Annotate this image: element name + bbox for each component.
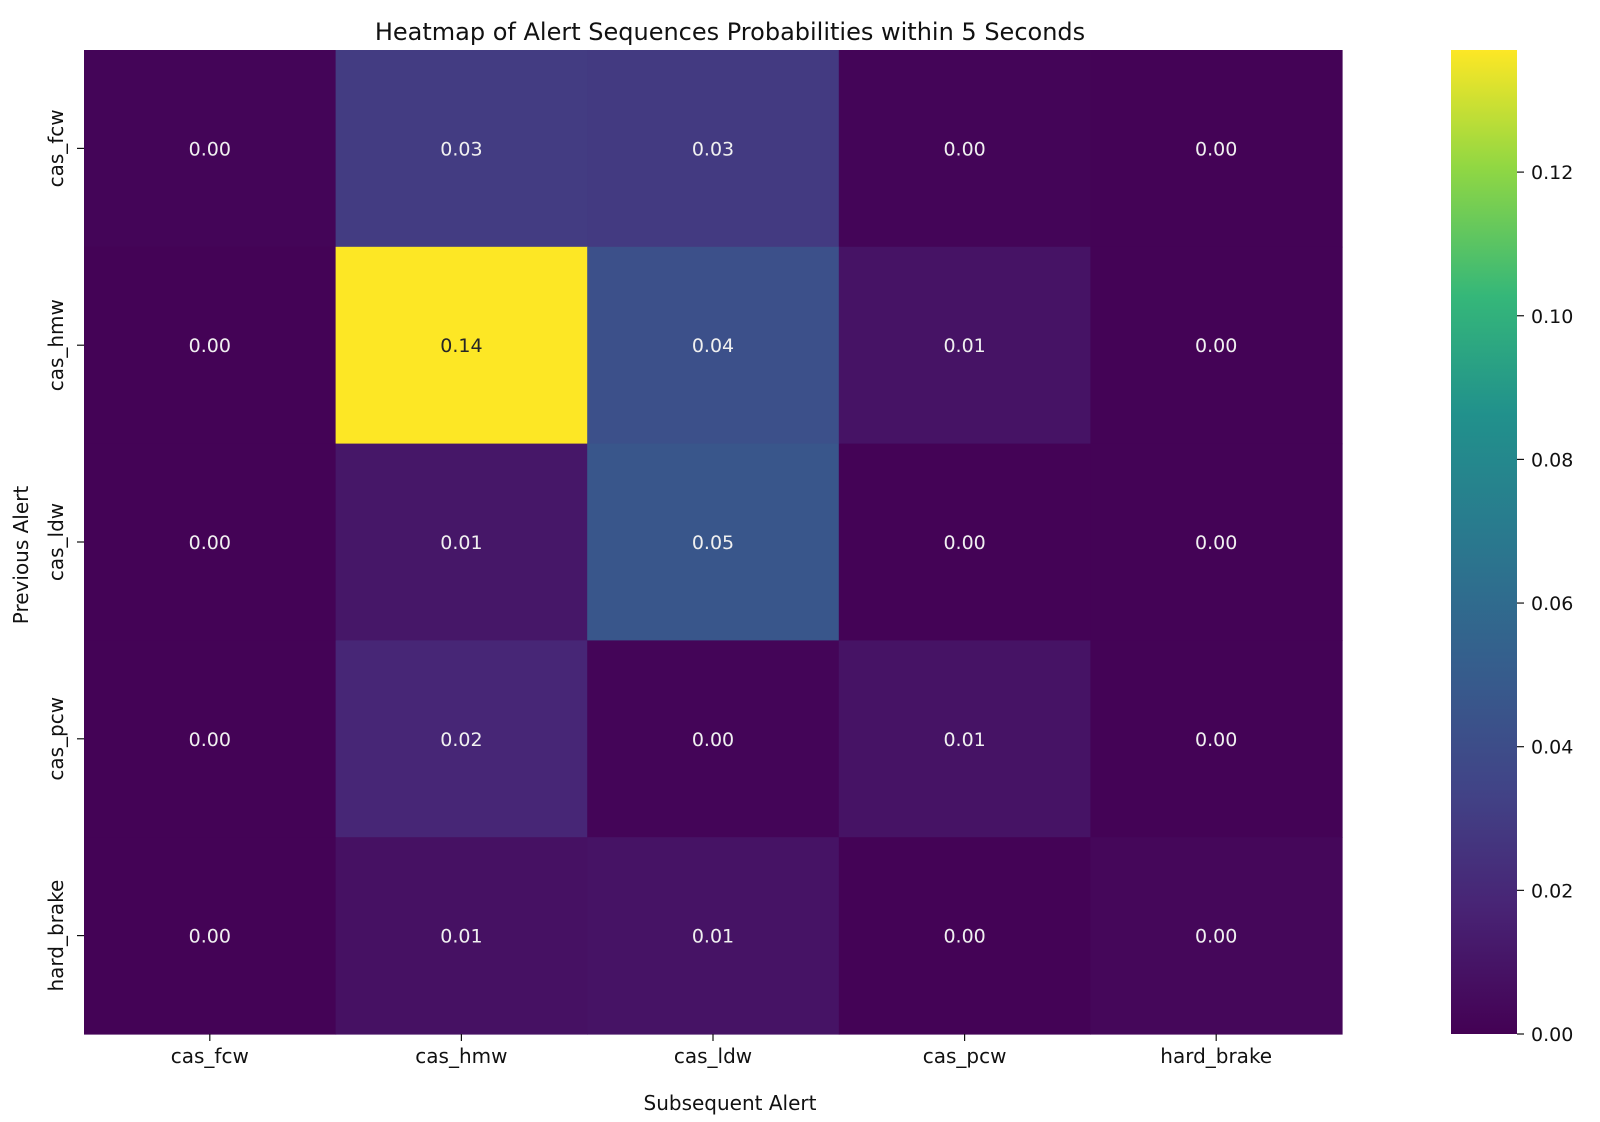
cell-value-label: 0.03 <box>692 138 734 160</box>
heatmap-cell <box>587 443 840 641</box>
heatmap-cell <box>838 640 1091 838</box>
cell-value-label: 0.00 <box>189 926 231 948</box>
colorbar-tick-label: 0.10 <box>1531 306 1573 328</box>
cell-value-label: 0.02 <box>440 729 482 751</box>
heatmap-cell <box>1090 50 1343 248</box>
heatmap-cell <box>1090 837 1343 1035</box>
colorbar: 0.00 0.02 0.04 0.06 0.08 0.10 0.12 <box>1451 50 1573 1046</box>
y-tick-label: cas_hmw <box>44 299 68 391</box>
x-tick-label: cas_hmw <box>415 1044 507 1068</box>
colorbar-tick-label: 0.06 <box>1531 593 1573 615</box>
cell-value-label: 0.00 <box>692 729 734 751</box>
x-tick-label: cas_fcw <box>171 1044 249 1068</box>
cell-value-label: 0.01 <box>943 729 985 751</box>
x-tick-label: hard_brake <box>1160 1044 1272 1068</box>
heatmap-cell <box>838 837 1091 1035</box>
heatmap-cell <box>587 50 840 248</box>
heatmap-cell <box>84 246 337 445</box>
cell-value-label: 0.00 <box>1195 729 1237 751</box>
y-tick-label: cas_pcw <box>44 697 68 781</box>
chart-title: Heatmap of Alert Sequences Probabilities… <box>375 18 1085 46</box>
colorbar-tick-label: 0.00 <box>1531 1024 1573 1046</box>
heatmap-cell <box>838 246 1091 445</box>
cell-value-label: 0.04 <box>692 335 734 357</box>
heatmap-cell <box>335 837 588 1035</box>
x-axis: cas_fcw cas_hmw cas_ldw cas_pcw hard_brake <box>171 1034 1272 1068</box>
heatmap-cell <box>838 50 1091 248</box>
heatmap-cell <box>1090 640 1343 838</box>
cell-value-label: 0.00 <box>189 138 231 160</box>
cell-value-label: 0.00 <box>189 729 231 751</box>
heatmap-cell <box>84 837 337 1035</box>
heatmap-cell <box>335 246 588 445</box>
heatmap-cells: 0.00 0.03 0.03 0.00 0.00 0.00 0.14 0.04 0.01 0.00… <box>84 50 1343 1035</box>
cell-value-label: 0.00 <box>1195 532 1237 554</box>
colorbar-gradient <box>1451 50 1517 1034</box>
colorbar-tick-label: 0.04 <box>1531 737 1573 759</box>
x-tick-label: cas_ldw <box>674 1044 752 1068</box>
cell-value-label: 0.00 <box>943 138 985 160</box>
cell-value-label: 0.00 <box>189 335 231 357</box>
cell-value-label: 0.05 <box>692 532 734 554</box>
heatmap-cell <box>587 246 840 445</box>
cell-value-label: 0.00 <box>1195 926 1237 948</box>
y-tick-label: hard_brake <box>44 880 68 992</box>
colorbar-tick-label: 0.02 <box>1531 880 1573 902</box>
heatmap-cell <box>587 837 840 1035</box>
y-axis-label: Previous Alert <box>9 486 33 625</box>
cell-value-label: 0.01 <box>692 926 734 948</box>
heatmap-cell <box>335 50 588 248</box>
heatmap-cell <box>335 443 588 641</box>
cell-value-label: 0.00 <box>943 926 985 948</box>
y-axis: cas_fcw cas_hmw cas_ldw cas_pcw hard_brake <box>44 109 84 992</box>
cell-value-label: 0.00 <box>1195 138 1237 160</box>
x-tick-label: cas_pcw <box>923 1044 1007 1068</box>
heatmap-cell <box>1090 246 1343 445</box>
heatmap-cell <box>838 443 1091 641</box>
heatmap-cell <box>587 640 840 838</box>
y-tick-label: cas_ldw <box>44 503 68 581</box>
cell-value-label: 0.01 <box>943 335 985 357</box>
cell-value-label: 0.00 <box>943 532 985 554</box>
y-tick-label: cas_fcw <box>44 109 68 187</box>
cell-value-label: 0.03 <box>440 138 482 160</box>
heatmap-cell <box>84 640 337 838</box>
heatmap-cell <box>84 50 337 248</box>
cell-value-label: 0.01 <box>440 926 482 948</box>
colorbar-tick-label: 0.12 <box>1531 162 1573 184</box>
cell-value-label: 0.01 <box>440 532 482 554</box>
heatmap-cell <box>1090 443 1343 641</box>
heatmap-cell <box>84 443 337 641</box>
cell-value-label: 0.14 <box>440 335 482 357</box>
colorbar-tick-label: 0.08 <box>1531 449 1573 471</box>
heatmap-cell <box>335 640 588 838</box>
cell-value-label: 0.00 <box>1195 335 1237 357</box>
x-axis-label: Subsequent Alert <box>644 1091 817 1115</box>
cell-value-label: 0.00 <box>189 532 231 554</box>
